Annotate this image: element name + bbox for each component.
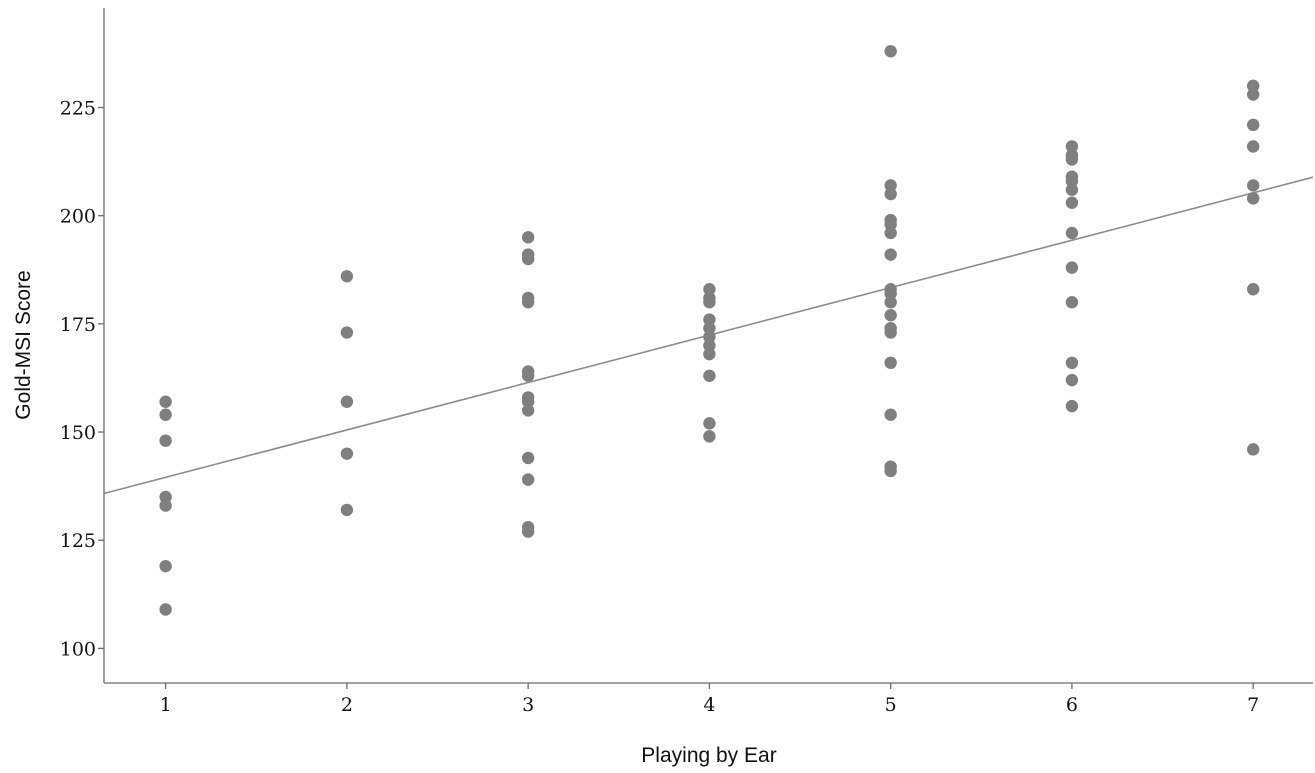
data-point — [1065, 196, 1079, 209]
data-point — [703, 339, 716, 352]
data-point — [884, 248, 897, 261]
data-point — [884, 356, 897, 370]
data-point — [884, 179, 897, 192]
data-point — [1065, 174, 1079, 188]
data-point — [159, 434, 172, 447]
x-tick-label: 5 — [885, 694, 897, 716]
data-point — [159, 559, 172, 573]
data-point — [1065, 296, 1079, 309]
data-point — [1065, 153, 1079, 166]
data-point — [884, 408, 897, 421]
data-point — [884, 287, 897, 300]
y-tick-label: 200 — [60, 206, 96, 228]
data-point — [521, 369, 535, 382]
data-point — [521, 395, 535, 408]
data-point — [1246, 79, 1260, 93]
data-point — [1246, 140, 1260, 153]
data-point — [521, 231, 535, 244]
data-point — [703, 330, 716, 344]
data-point — [159, 603, 172, 616]
data-point — [1246, 88, 1260, 101]
data-point — [703, 430, 716, 443]
x-tick-label: 6 — [1066, 694, 1078, 716]
y-tick-label: 100 — [60, 638, 96, 660]
data-point — [703, 369, 716, 382]
data-point — [1246, 179, 1260, 192]
data-point — [340, 270, 354, 283]
data-point — [884, 218, 897, 231]
data-point — [159, 499, 172, 512]
data-point — [884, 326, 897, 339]
x-tick-label: 3 — [522, 694, 534, 716]
data-point — [159, 408, 172, 421]
y-tick-label: 150 — [60, 422, 96, 444]
data-point — [521, 404, 535, 417]
data-point — [1065, 226, 1079, 240]
data-point — [1065, 261, 1079, 274]
x-tick-label: 1 — [160, 694, 172, 716]
data-point — [1065, 399, 1079, 413]
data-point — [703, 347, 716, 361]
data-point — [1246, 283, 1260, 296]
data-point — [1065, 140, 1079, 153]
data-point — [703, 283, 716, 296]
data-point — [521, 525, 535, 538]
data-point — [1246, 192, 1260, 205]
data-point — [340, 395, 354, 408]
data-point — [521, 252, 535, 266]
data-point — [521, 473, 535, 486]
data-point — [340, 326, 354, 339]
data-point — [703, 296, 716, 309]
data-point — [1246, 443, 1260, 456]
data-point — [703, 417, 716, 430]
data-point — [884, 296, 897, 309]
x-tick-label: 2 — [341, 694, 353, 716]
data-point — [340, 447, 354, 460]
data-point — [703, 321, 716, 335]
data-point — [884, 187, 897, 201]
x-tick-label: 7 — [1247, 694, 1259, 716]
data-point — [1065, 373, 1079, 387]
data-points-layer — [159, 45, 1260, 616]
x-axis-title: Playing by Ear — [641, 744, 776, 767]
y-tick-label: 175 — [60, 314, 96, 336]
data-point — [1246, 118, 1260, 132]
data-point — [521, 296, 535, 309]
data-point — [884, 309, 897, 322]
data-point — [340, 503, 354, 517]
y-tick-label: 225 — [60, 98, 96, 120]
data-point — [703, 313, 716, 326]
data-point — [1065, 356, 1079, 370]
x-tick-label: 4 — [703, 694, 715, 716]
x-axis-ticks: 1 2 3 4 5 6 7 — [160, 683, 1259, 716]
data-point — [521, 451, 535, 465]
data-point — [884, 464, 897, 478]
data-point — [1065, 183, 1079, 196]
data-point — [159, 395, 172, 408]
y-tick-label: 125 — [60, 530, 96, 552]
y-axis-title: Gold-MSI Score — [12, 270, 35, 419]
data-point — [884, 45, 897, 58]
data-point — [884, 226, 897, 240]
axes — [103, 8, 1313, 684]
y-axis-ticks: 100 125 150 175 200 225 — [60, 98, 104, 660]
data-point — [159, 490, 172, 504]
